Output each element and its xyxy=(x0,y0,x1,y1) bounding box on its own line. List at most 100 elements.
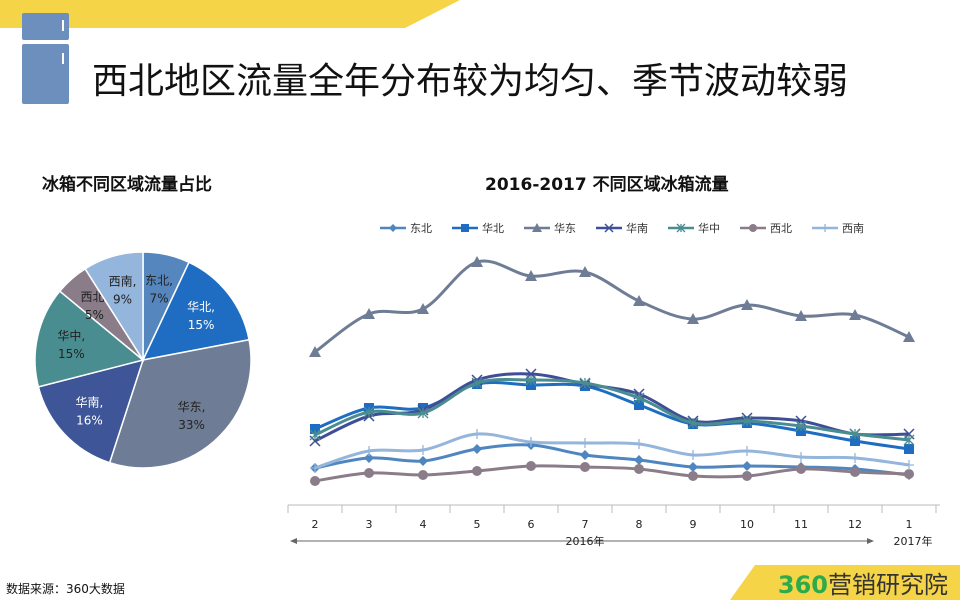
data-point xyxy=(903,331,915,342)
data-point xyxy=(904,469,914,479)
pie-slice-西南 xyxy=(84,251,144,363)
data-point xyxy=(742,446,752,456)
data-point xyxy=(363,308,375,319)
data-point xyxy=(525,374,537,386)
pie-slice-华北 xyxy=(141,261,250,362)
line-chart: 东北 华北 华东 华南 华中 西北 西南 2 3 4 5 6 7 8 9 10 11 12 1 2016年 2017年 xyxy=(287,221,940,548)
pie-label: 西南, xyxy=(109,273,137,288)
pie-slice-华南 xyxy=(37,358,145,464)
pie-slice-华中 xyxy=(34,290,145,388)
pie-value: 16% xyxy=(76,413,103,427)
data-point xyxy=(688,450,698,460)
data-point xyxy=(634,464,644,474)
pie-value: 9% xyxy=(113,292,132,306)
data-point xyxy=(687,313,699,324)
data-point xyxy=(796,452,806,462)
pie-value: 7% xyxy=(149,291,168,305)
data-point xyxy=(687,417,699,429)
legend-label: 华南 xyxy=(626,221,648,235)
data-point xyxy=(676,223,686,233)
data-point xyxy=(472,466,482,476)
data-point xyxy=(471,256,483,267)
series-line-华北 xyxy=(314,380,910,451)
x-tick-label: 4 xyxy=(420,518,427,531)
data-point xyxy=(580,450,590,460)
data-point xyxy=(580,462,590,472)
data-point xyxy=(850,467,860,477)
x-tick-label: 6 xyxy=(528,518,535,531)
legend-label: 华北 xyxy=(482,221,504,235)
data-point xyxy=(579,377,591,389)
data-point xyxy=(904,444,914,454)
data-point xyxy=(532,223,542,232)
x-tick-label: 3 xyxy=(366,518,373,531)
data-point xyxy=(796,464,806,474)
header-banner xyxy=(0,0,460,28)
x-tick-label: 10 xyxy=(740,518,754,531)
group-label-2016: 2016年 xyxy=(566,534,605,548)
series-line-华中 xyxy=(314,377,910,442)
data-point xyxy=(363,406,375,418)
pie-chart: 东北,7%华北,15%华东,33%华南,16%华中,15%西北,5%西南,9% xyxy=(34,251,252,469)
data-point xyxy=(461,224,469,232)
pie-label: 华北, xyxy=(187,300,215,314)
page-title: 西北地区流量全年分布较为均匀、季节波动较弱 xyxy=(92,61,849,102)
pie-label: 东北, xyxy=(145,273,173,287)
x-tick-label: 1 xyxy=(906,518,913,531)
x-tick-label: 11 xyxy=(794,518,808,531)
pie-slice-华东 xyxy=(108,338,252,469)
data-point xyxy=(389,224,397,232)
pie-value: 15% xyxy=(188,318,215,332)
group-label-2017: 2017年 xyxy=(894,534,933,548)
data-point xyxy=(742,461,752,471)
data-point xyxy=(795,420,807,432)
legend-label: 西北 xyxy=(770,222,792,235)
pie-value: 5% xyxy=(85,308,104,322)
data-point xyxy=(310,463,320,473)
data-point xyxy=(904,460,914,470)
data-point xyxy=(525,270,537,281)
data-point xyxy=(634,400,644,410)
data-point xyxy=(850,436,860,446)
data-point xyxy=(688,471,698,481)
data-point xyxy=(364,453,374,463)
data-point xyxy=(526,461,536,471)
data-point xyxy=(633,295,645,306)
line-title: 2016-2017 不同区域冰箱流量 xyxy=(485,175,729,195)
data-point xyxy=(309,429,321,441)
legend-label: 东北 xyxy=(410,222,432,235)
data-point xyxy=(849,428,861,440)
data-point xyxy=(741,299,753,310)
data-point xyxy=(472,429,482,439)
series-line-西南 xyxy=(314,432,910,470)
data-point xyxy=(604,223,614,233)
x-tick-label: 2 xyxy=(312,518,319,531)
series-line-华东 xyxy=(314,259,910,354)
data-point xyxy=(580,438,590,448)
x-tick-label: 12 xyxy=(848,518,862,531)
data-point xyxy=(417,407,429,419)
data-point xyxy=(634,455,644,465)
data-point xyxy=(850,453,860,463)
legend-label: 华东 xyxy=(554,221,576,235)
brand-logo: 360营销研究院 xyxy=(730,565,960,600)
x-tick-label: 5 xyxy=(474,518,481,531)
data-point xyxy=(309,346,321,357)
pie-label: 华南, xyxy=(76,394,104,409)
series-line-西北 xyxy=(314,464,910,483)
data-point xyxy=(795,310,807,321)
data-point xyxy=(526,437,536,447)
data-point xyxy=(821,224,829,232)
source-note: 数据来源：360大数据 xyxy=(6,582,125,596)
data-point xyxy=(579,266,591,277)
data-point xyxy=(364,468,374,478)
x-tick-label: 7 xyxy=(582,518,589,531)
data-point xyxy=(418,445,428,455)
data-point xyxy=(749,224,757,232)
data-point xyxy=(742,471,752,481)
data-point xyxy=(418,456,428,466)
data-point xyxy=(310,476,320,486)
fridge-icon xyxy=(22,13,69,104)
data-point xyxy=(471,377,483,389)
legend-label: 华中 xyxy=(698,221,720,235)
